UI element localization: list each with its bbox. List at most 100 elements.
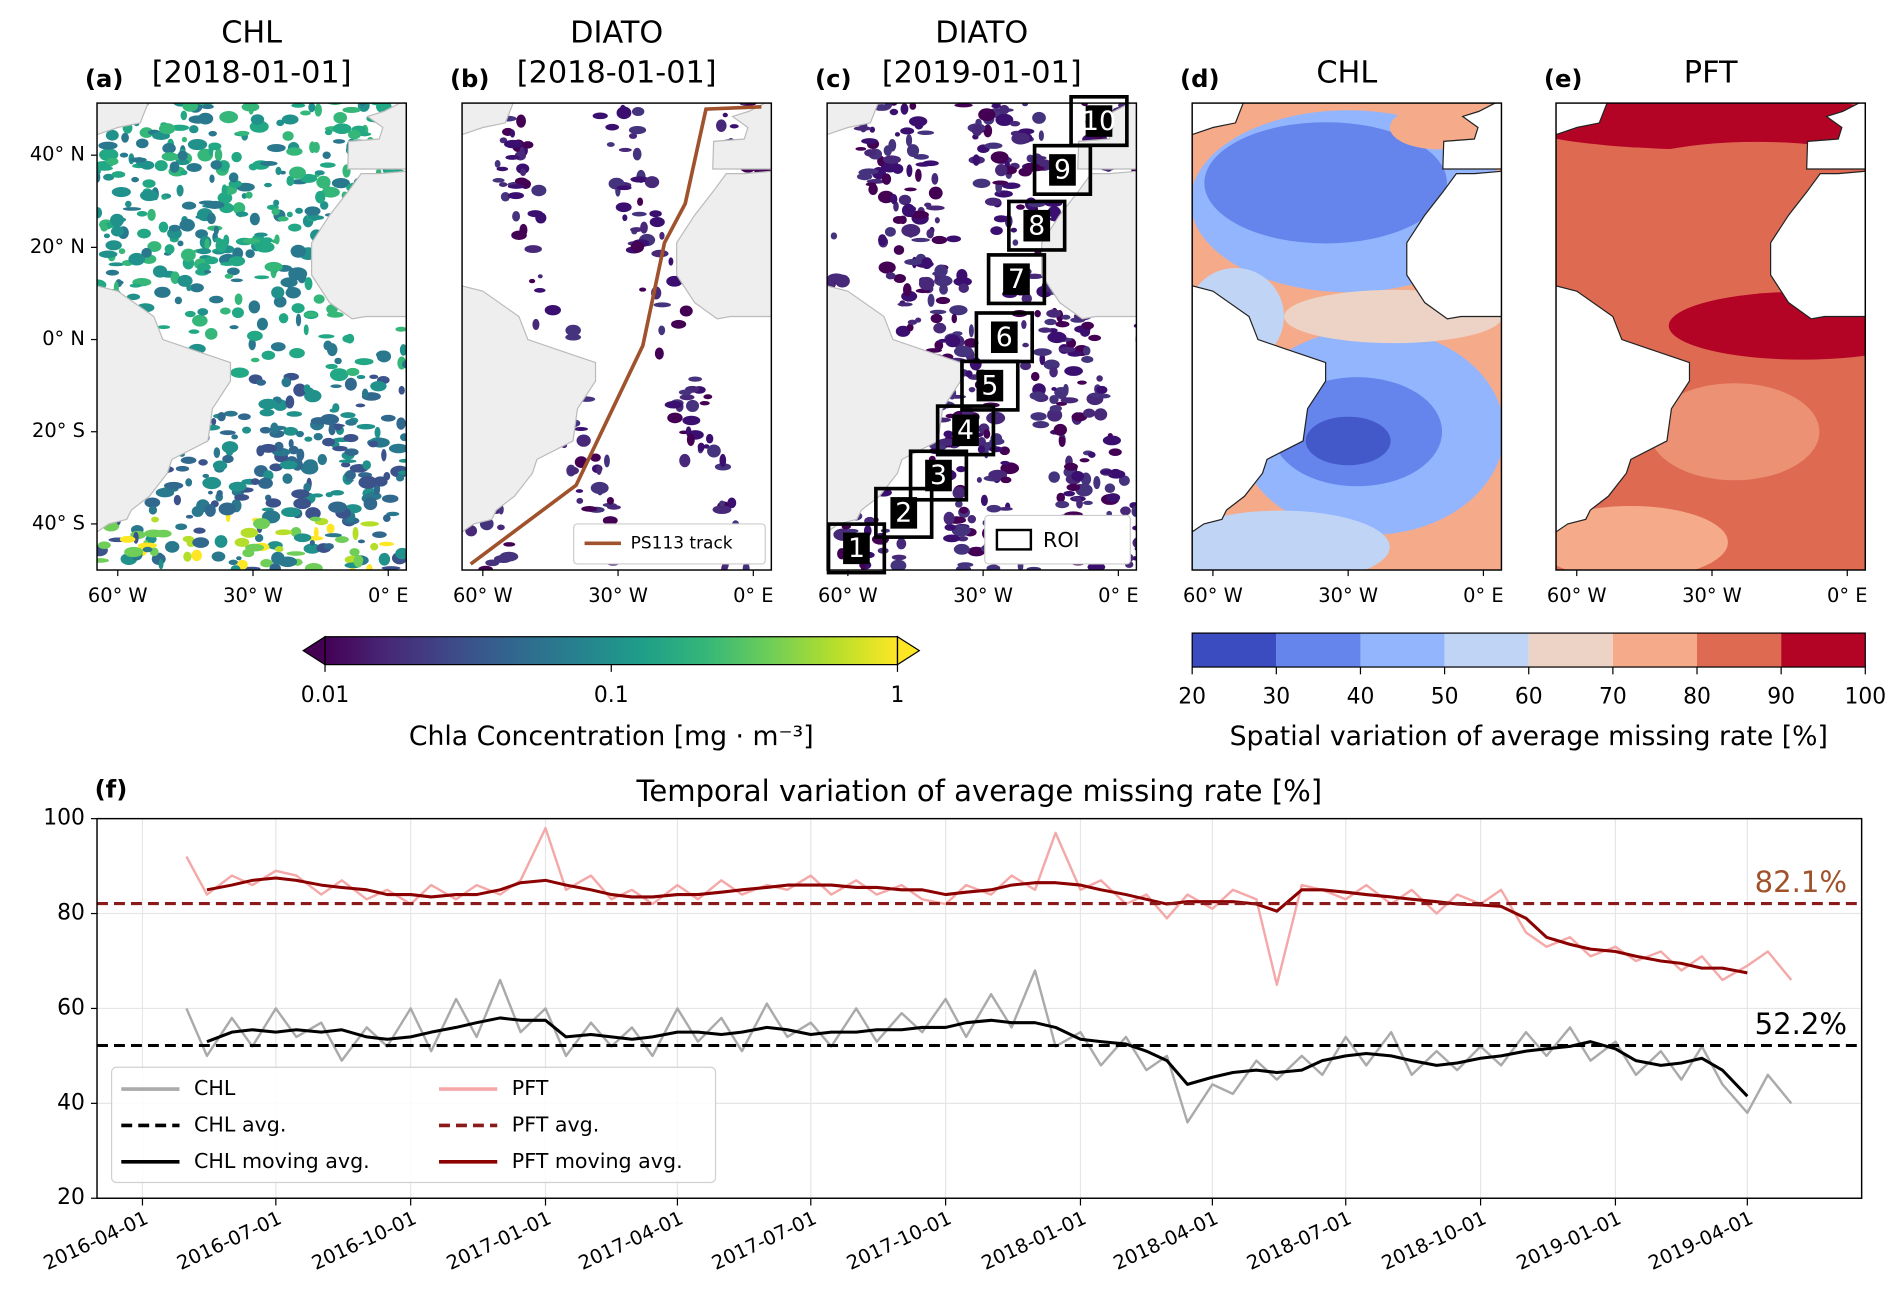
field [154,160,168,172]
field [1063,490,1076,497]
field [197,262,211,272]
field [516,163,530,174]
lon-tick-label: 30° W [1318,584,1378,607]
field [259,161,278,167]
field [155,487,175,498]
field [213,225,219,235]
field [998,507,1013,511]
field [378,552,391,566]
field [264,182,272,188]
colorbar-tick-label: 20 [1178,684,1206,709]
roi-label: 4 [957,415,974,446]
field [314,103,322,117]
field [398,385,405,395]
field [667,412,683,424]
roi-label-bg [1023,209,1051,242]
field [202,476,222,490]
panel-label: (b) [450,64,490,93]
field [716,119,727,132]
field [900,127,915,135]
field [1088,334,1102,342]
field [111,187,131,198]
colorbar-tick-label: 0.01 [301,683,350,708]
field [356,375,366,380]
field [208,130,217,137]
field [382,514,391,523]
field [136,210,148,217]
field [332,139,346,144]
field [901,203,916,217]
field [943,511,955,525]
field [952,486,966,500]
field [180,169,188,176]
field [930,313,943,324]
field [140,189,159,202]
field [576,497,584,504]
legend-box [573,523,766,565]
field [231,434,238,440]
field [1611,141,1866,215]
field [977,445,986,454]
field [399,344,407,356]
field [1058,436,1066,448]
roi-label: 6 [996,322,1013,353]
roi-box [1032,143,1093,196]
field [158,123,176,135]
data-line [206,1016,1749,1098]
roi-label: 2 [895,498,912,529]
field [388,443,407,454]
field [209,174,215,183]
lon-tick-label: 30° W [588,584,648,607]
field [407,381,415,394]
field [293,533,312,543]
x-tick-label: 2016-07-01 [173,1206,285,1274]
field [231,307,244,319]
field [209,295,224,304]
field [331,178,350,189]
roi-label: 7 [1008,264,1025,295]
field [189,125,199,134]
field [396,417,406,430]
field [283,426,299,436]
field [1049,394,1059,405]
roi-label-bg [843,532,870,565]
field [381,449,387,462]
field [1096,375,1103,382]
field [173,494,182,506]
field [158,221,169,233]
field [140,160,155,170]
field [97,207,103,219]
field [658,325,666,336]
field [110,213,125,227]
field [697,442,705,452]
field [497,524,505,531]
field [918,276,935,291]
field [1305,416,1391,466]
field [271,551,285,565]
field [363,497,378,511]
roi-box [986,253,1047,306]
x-tick-label: 2018-07-01 [1243,1206,1355,1274]
field [1039,353,1046,366]
field [161,152,178,161]
field [182,103,199,112]
field [289,347,305,359]
field [890,194,898,205]
field [192,537,210,548]
field [528,278,536,284]
field [619,104,626,115]
lon-tick-label: 30° W [953,584,1013,607]
field [248,300,261,314]
field [1047,206,1061,218]
field [105,240,122,251]
field [882,155,901,164]
field [164,244,175,255]
field [1030,371,1040,382]
field [897,302,913,307]
field [853,126,872,131]
map-panel [462,103,772,571]
field [984,142,1003,149]
field [1076,498,1083,509]
field [303,543,321,554]
field [407,220,415,229]
